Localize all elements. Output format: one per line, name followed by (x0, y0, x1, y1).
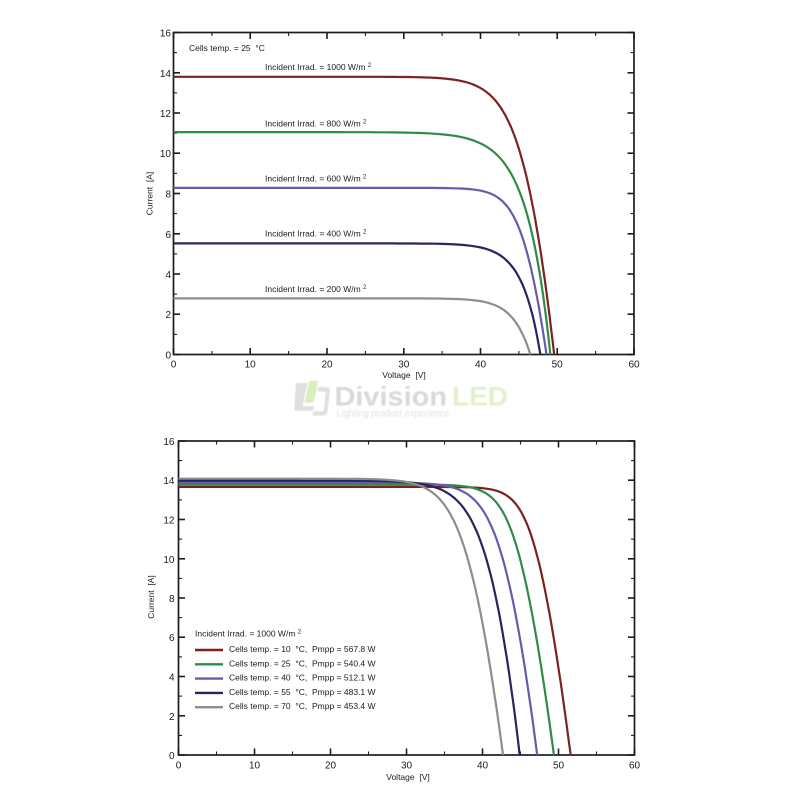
svg-text:Cells temp. = 25 °C: Cells temp. = 25 °C (189, 43, 265, 53)
svg-text:40: 40 (477, 761, 489, 772)
svg-text:Current [A]: Current [A] (146, 575, 156, 618)
svg-text:14: 14 (160, 69, 172, 80)
svg-text:20: 20 (321, 360, 333, 371)
svg-text:6: 6 (165, 230, 171, 241)
svg-text:16: 16 (160, 29, 172, 40)
svg-text:Voltage [V]: Voltage [V] (382, 370, 425, 380)
svg-text:30: 30 (401, 761, 413, 772)
svg-text:Cells temp. = 55 °C, Pmpp =: Cells temp. = 55 °C, Pmpp = 483.1 W (229, 687, 376, 697)
svg-text:4: 4 (169, 673, 175, 684)
svg-text:Incident Irrad. = 600 W/m 2: Incident Irrad. = 600 W/m 2 (265, 174, 367, 184)
svg-text:50: 50 (553, 761, 565, 772)
svg-text:10: 10 (249, 761, 261, 772)
svg-text:Cells temp. = 70 °C, Pmpp =: Cells temp. = 70 °C, Pmpp = 453.4 W (229, 701, 376, 711)
svg-text:Incident Irrad. = 800 W/m 2: Incident Irrad. = 800 W/m 2 (265, 119, 367, 129)
svg-text:2: 2 (169, 712, 175, 723)
svg-text:Division: Division (335, 382, 448, 412)
svg-text:60: 60 (629, 761, 641, 772)
svg-text:10: 10 (160, 149, 172, 160)
svg-text:Incident Irrad. = 400 W/m 2: Incident Irrad. = 400 W/m 2 (265, 229, 367, 239)
svg-text:8: 8 (169, 594, 175, 605)
svg-text:Current [A]: Current [A] (145, 172, 155, 215)
svg-text:8: 8 (165, 190, 171, 201)
svg-text:0: 0 (169, 751, 175, 762)
svg-text:60: 60 (628, 360, 640, 371)
svg-text:12: 12 (163, 516, 175, 527)
svg-text:20: 20 (325, 761, 337, 772)
svg-text:16: 16 (163, 437, 175, 448)
svg-text:Incident Irrad. = 1000 W/m 2: Incident Irrad. = 1000 W/m 2 (195, 629, 302, 639)
svg-text:0: 0 (171, 360, 177, 371)
svg-text:12: 12 (160, 109, 172, 120)
svg-text:LED: LED (452, 382, 508, 412)
svg-text:10: 10 (245, 360, 257, 371)
svg-text:Incident Irrad. = 1000 W/m 2: Incident Irrad. = 1000 W/m 2 (265, 62, 372, 72)
svg-text:6: 6 (169, 633, 175, 644)
svg-text:50: 50 (552, 360, 564, 371)
svg-text:0: 0 (176, 761, 182, 772)
svg-text:Lighting product experience: Lighting product experience (337, 409, 450, 420)
svg-text:Cells temp. = 25 °C, Pmpp =: Cells temp. = 25 °C, Pmpp = 540.4 W (229, 658, 376, 668)
svg-text:10: 10 (163, 555, 175, 566)
svg-text:Cells temp. = 10 °C, Pmpp =: Cells temp. = 10 °C, Pmpp = 567.8 W (229, 644, 376, 654)
svg-text:14: 14 (163, 476, 175, 487)
svg-text:40: 40 (475, 360, 487, 371)
svg-text:0: 0 (165, 351, 171, 362)
svg-text:30: 30 (398, 360, 410, 371)
svg-text:Voltage [V]: Voltage [V] (386, 772, 429, 782)
svg-text:Incident Irrad. = 200 W/m 2: Incident Irrad. = 200 W/m 2 (265, 284, 367, 294)
svg-text:4: 4 (165, 270, 171, 281)
svg-text:2: 2 (165, 310, 171, 321)
svg-text:Cells temp. = 40 °C, Pmpp =: Cells temp. = 40 °C, Pmpp = 512.1 W (229, 673, 376, 683)
